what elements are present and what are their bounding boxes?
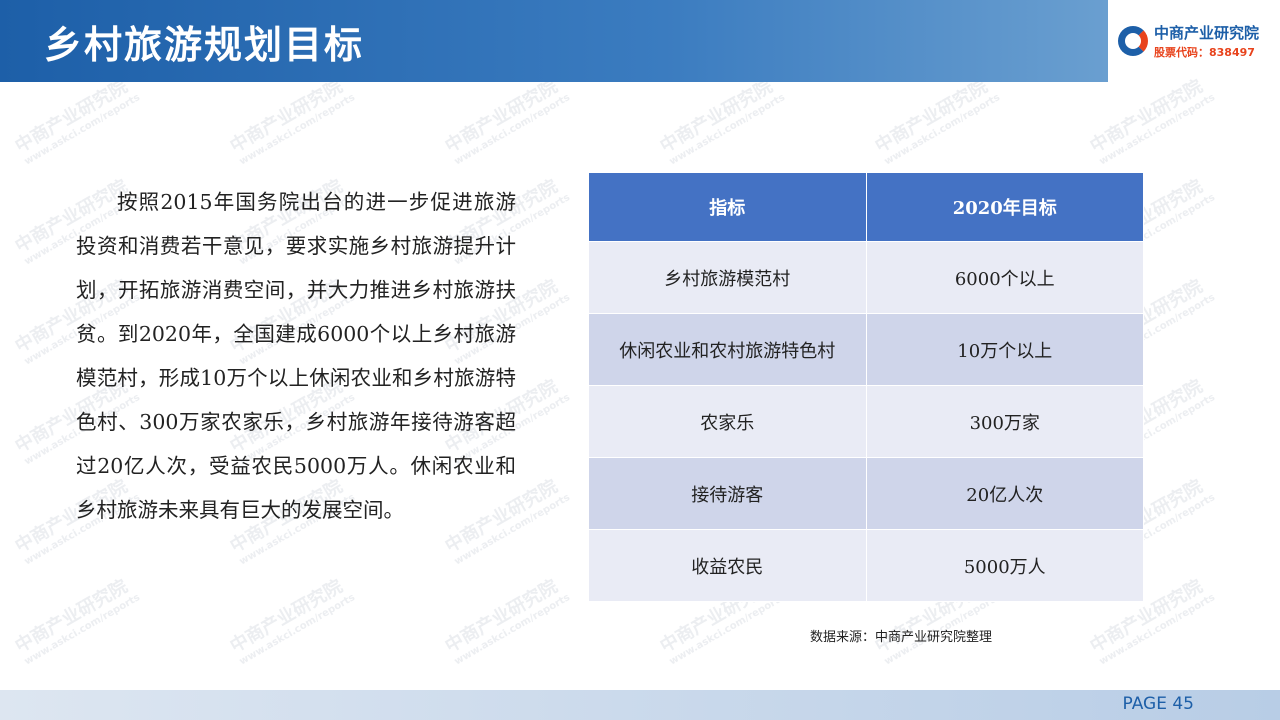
table-cell: 农家乐 — [588, 385, 867, 458]
watermark-url: www.askci.com/reports — [237, 592, 358, 668]
table-cell: 收益农民 — [588, 529, 867, 602]
watermark-name: 中商产业研究院 — [11, 75, 132, 158]
watermark-url: www.askci.com/reports — [237, 92, 358, 168]
header-band: 乡村旅游规划目标 — [0, 0, 1108, 82]
table-row: 乡村旅游模范村 6000个以上 — [588, 241, 1144, 314]
table-cell: 300万家 — [865, 385, 1144, 458]
table: 指标 2020年目标 乡村旅游模范村 6000个以上 休闲农业和农村旅游特色村 10万个以… — [588, 172, 1144, 602]
watermark-name: 中商产业研究院 — [11, 575, 132, 658]
title: 乡村旅游规划目标 — [44, 23, 365, 67]
table-cell: 10万个以上 — [865, 313, 1144, 386]
header-cell: 2020年目标 — [865, 172, 1144, 242]
watermark-url: www.askci.com/reports — [452, 92, 573, 168]
watermark-name: 中商产业研究院 — [441, 575, 562, 658]
table-cell: 乡村旅游模范村 — [588, 241, 867, 314]
table-cell: 5000万人 — [865, 529, 1144, 602]
footer-band — [0, 690, 1280, 720]
watermark-url: www.askci.com/reports — [22, 592, 143, 668]
watermark-url: www.askci.com/reports — [1097, 92, 1218, 168]
watermark-url: www.askci.com/reports — [22, 92, 143, 168]
watermark-name: 中商产业研究院 — [871, 75, 992, 158]
table-row: 收益农民 5000万人 — [588, 529, 1144, 602]
watermark-name: 中商产业研究院 — [226, 575, 347, 658]
logo: 中商产业研究院股票代码：838497 — [1118, 22, 1278, 66]
paragraph: 按照2015年国务院出台的进一步促进旅游投资和消费若干意见，要求实施乡村旅游提升… — [76, 190, 516, 522]
watermark-name: 中商产业研究院 — [226, 75, 347, 158]
watermark-name: 中商产业研究院 — [1086, 75, 1207, 158]
table-cell: 接待游客 — [588, 457, 867, 530]
table-row: 接待游客 20亿人次 — [588, 457, 1144, 530]
table-cell: 20亿人次 — [865, 457, 1144, 530]
table-cell: 休闲农业和农村旅游特色村 — [588, 313, 867, 386]
logo-name: 中商产业研究院 — [1154, 24, 1260, 42]
stock-code: 股票代码：838497 — [1154, 46, 1255, 59]
table-row: 农家乐 300万家 — [588, 385, 1144, 458]
header-cell: 指标 — [588, 172, 867, 242]
logo-icon — [1118, 26, 1148, 56]
watermark-url: www.askci.com/reports — [667, 592, 788, 668]
watermark-url: www.askci.com/reports — [452, 592, 573, 668]
page-number: PAGE 45 — [1122, 694, 1194, 714]
table-header: 指标 2020年目标 — [588, 172, 1144, 242]
watermark-name: 中商产业研究院 — [656, 75, 777, 158]
table-row: 休闲农业和农村旅游特色村 10万个以上 — [588, 313, 1144, 386]
watermark-url: www.askci.com/reports — [667, 92, 788, 168]
table-cell: 6000个以上 — [865, 241, 1144, 314]
watermark-url: www.askci.com/reports — [882, 92, 1003, 168]
source: 数据来源：中商产业研究院整理 — [810, 630, 993, 645]
watermark-name: 中商产业研究院 — [441, 75, 562, 158]
watermark-url: www.askci.com/reports — [1097, 592, 1218, 668]
